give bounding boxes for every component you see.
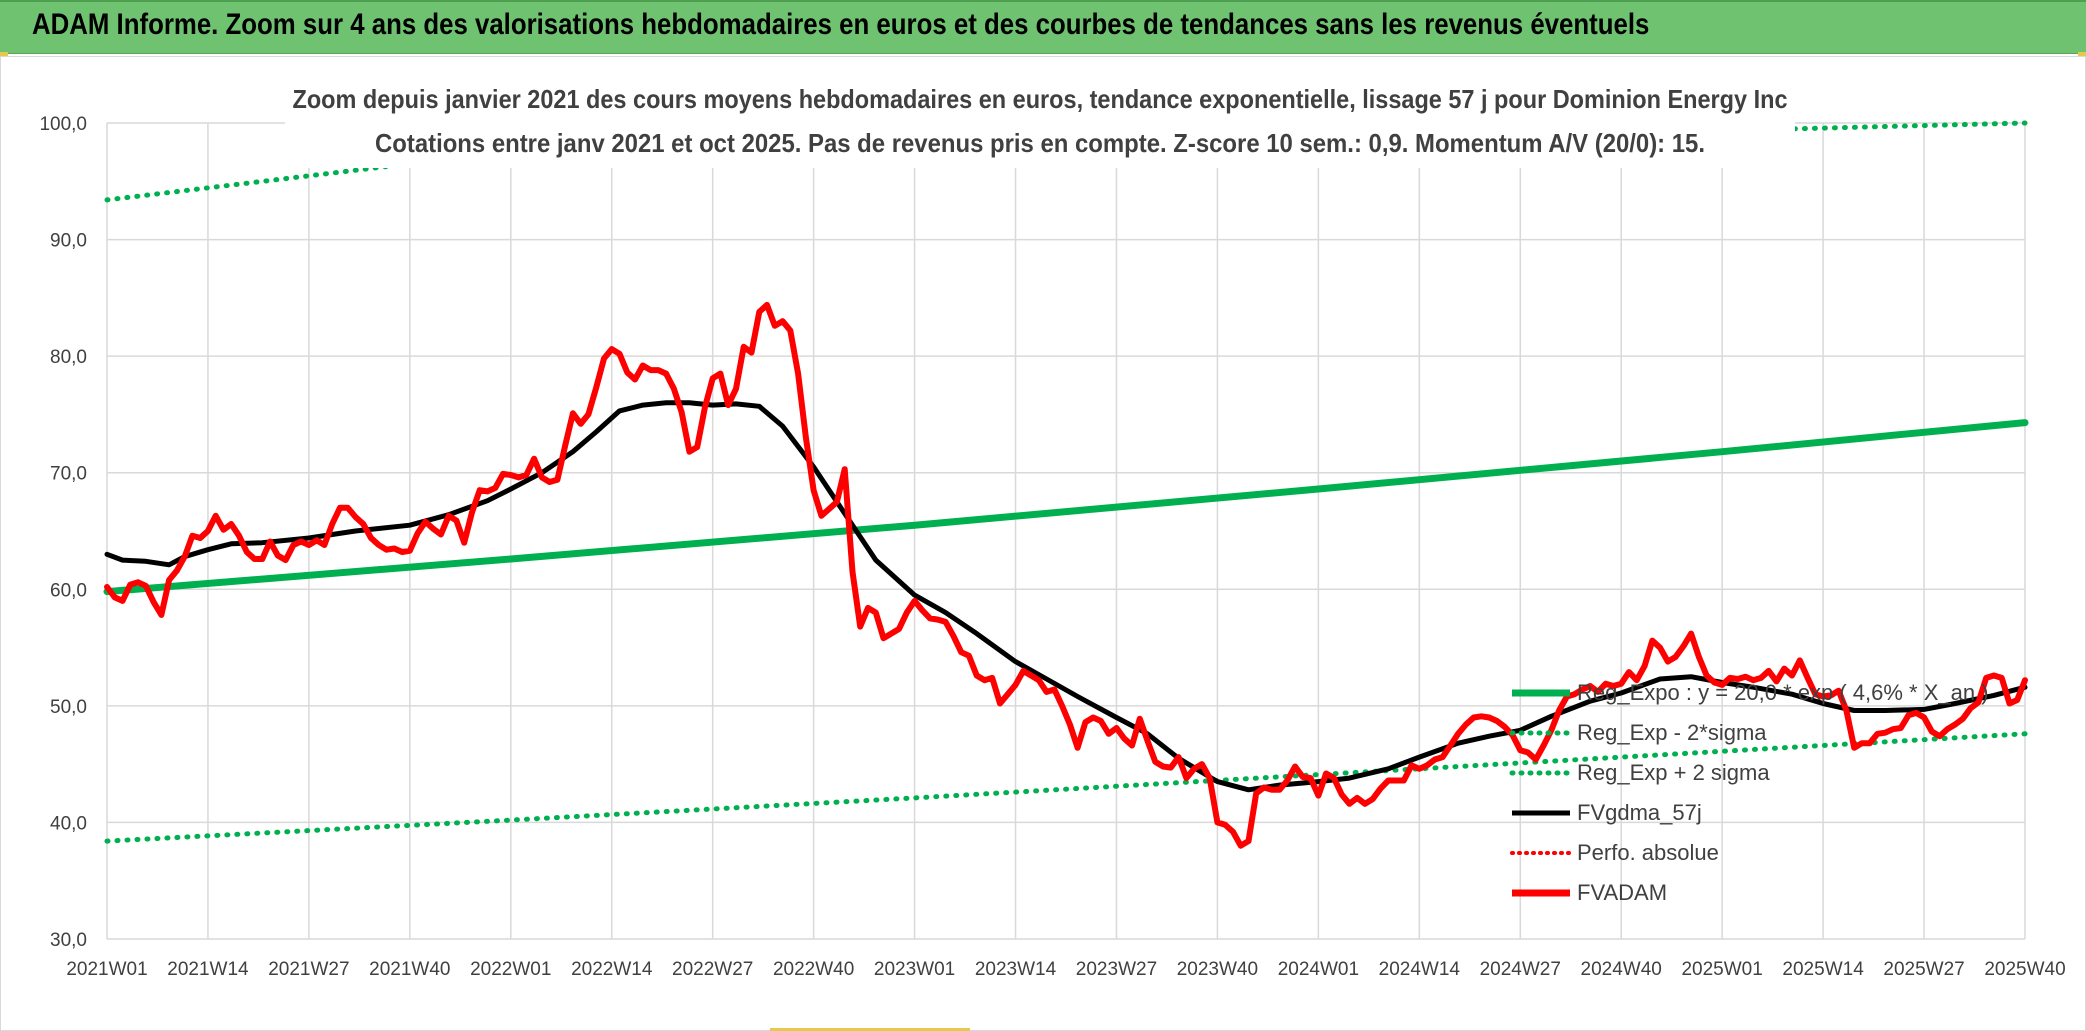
legend-label-reg-expo: Reg_Expo : y = 20,0 * exp ( 4,6% * X_an … [1577, 680, 1989, 705]
x-tick-label: 2025W01 [1681, 959, 1762, 980]
legend-entry-reg-exp-plus: Reg_Exp + 2 sigma [1509, 760, 1770, 785]
grid-layer [106, 122, 2026, 940]
legend-entry-reg-exp-minus: Reg_Exp - 2*sigma [1509, 720, 1767, 745]
legend-entry-fvgdma: FVgdma_57j [1512, 800, 1702, 825]
x-tick-label: 2024W40 [1581, 959, 1662, 980]
x-tick-label: 2025W40 [1984, 959, 2065, 980]
legend-label-fvadam: FVADAM [1577, 880, 1667, 905]
x-tick-label: 2024W27 [1480, 959, 1561, 980]
x-tick-label: 2021W27 [268, 959, 349, 980]
x-tick-label: 2022W01 [470, 959, 551, 980]
x-tick-label: 2022W27 [672, 959, 753, 980]
legend-label-fvgdma: FVgdma_57j [1577, 800, 1702, 825]
y-tick-label: 90,0 [50, 231, 87, 252]
series-line-fvgdma [104, 400, 2028, 793]
x-tick-label: 2023W40 [1177, 959, 1258, 980]
series-line-reg-exp-minus [104, 731, 2028, 844]
x-tick-label: 2022W40 [773, 959, 854, 980]
chart-legend: Reg_Expo : y = 20,0 * exp ( 4,6% * X_an … [1509, 680, 1989, 905]
y-tick-label: 80,0 [50, 347, 87, 368]
x-tick-label: 2022W14 [571, 959, 653, 980]
y-tick-label: 50,0 [50, 697, 87, 718]
legend-label-reg-exp-plus: Reg_Exp + 2 sigma [1577, 760, 1770, 785]
x-tick-label: 2024W14 [1379, 959, 1461, 980]
y-tick-label: 40,0 [50, 813, 87, 834]
chart-title-line-2: Cotations entre janv 2021 et oct 2025. P… [375, 128, 1705, 158]
banner-accent-right [2078, 52, 2086, 58]
series-line-fvadam [104, 301, 2028, 849]
report-banner-title: ADAM Informe. Zoom sur 4 ans des valoris… [32, 8, 1650, 41]
report-banner: ADAM Informe. Zoom sur 4 ans des valoris… [0, 0, 2086, 54]
title-backdrop [285, 78, 1795, 168]
series-line-reg-expo [103, 419, 2029, 596]
axis-layer: 30,0 40,0 50,0 60,0 70,0 80,0 90,0 100,0 2021W01… [39, 114, 2065, 980]
y-tick-label: 60,0 [50, 580, 87, 601]
chart-title-line-1: Zoom depuis janvier 2021 des cours moyen… [293, 84, 1788, 114]
x-tick-label: 2024W01 [1278, 959, 1359, 980]
x-tick-label: 2021W14 [167, 959, 249, 980]
x-tick-label: 2023W27 [1076, 959, 1157, 980]
y-tick-label: 100,0 [39, 114, 87, 135]
x-tick-label: 2025W27 [1883, 959, 1964, 980]
banner-accent-left [0, 52, 8, 58]
x-tick-label: 2021W01 [66, 959, 147, 980]
y-tick-label: 30,0 [50, 930, 87, 951]
legend-entry-perfo: Perfo. absolue [1510, 840, 1719, 865]
title-layer: Zoom depuis janvier 2021 des cours moyen… [285, 78, 1795, 168]
legend-label-perfo: Perfo. absolue [1577, 840, 1719, 865]
bottom-accent [770, 1028, 970, 1031]
y-tick-label: 70,0 [50, 464, 87, 485]
legend-entry-reg-expo: Reg_Expo : y = 20,0 * exp ( 4,6% * X_an … [1512, 680, 1989, 705]
x-tick-label: 2025W14 [1782, 959, 1864, 980]
legend-label-reg-exp-minus: Reg_Exp - 2*sigma [1577, 720, 1767, 745]
legend-entry-fvadam: FVADAM [1512, 880, 1667, 905]
x-tick-label: 2023W01 [874, 959, 955, 980]
x-tick-label: 2023W14 [975, 959, 1057, 980]
x-tick-label: 2021W40 [369, 959, 450, 980]
